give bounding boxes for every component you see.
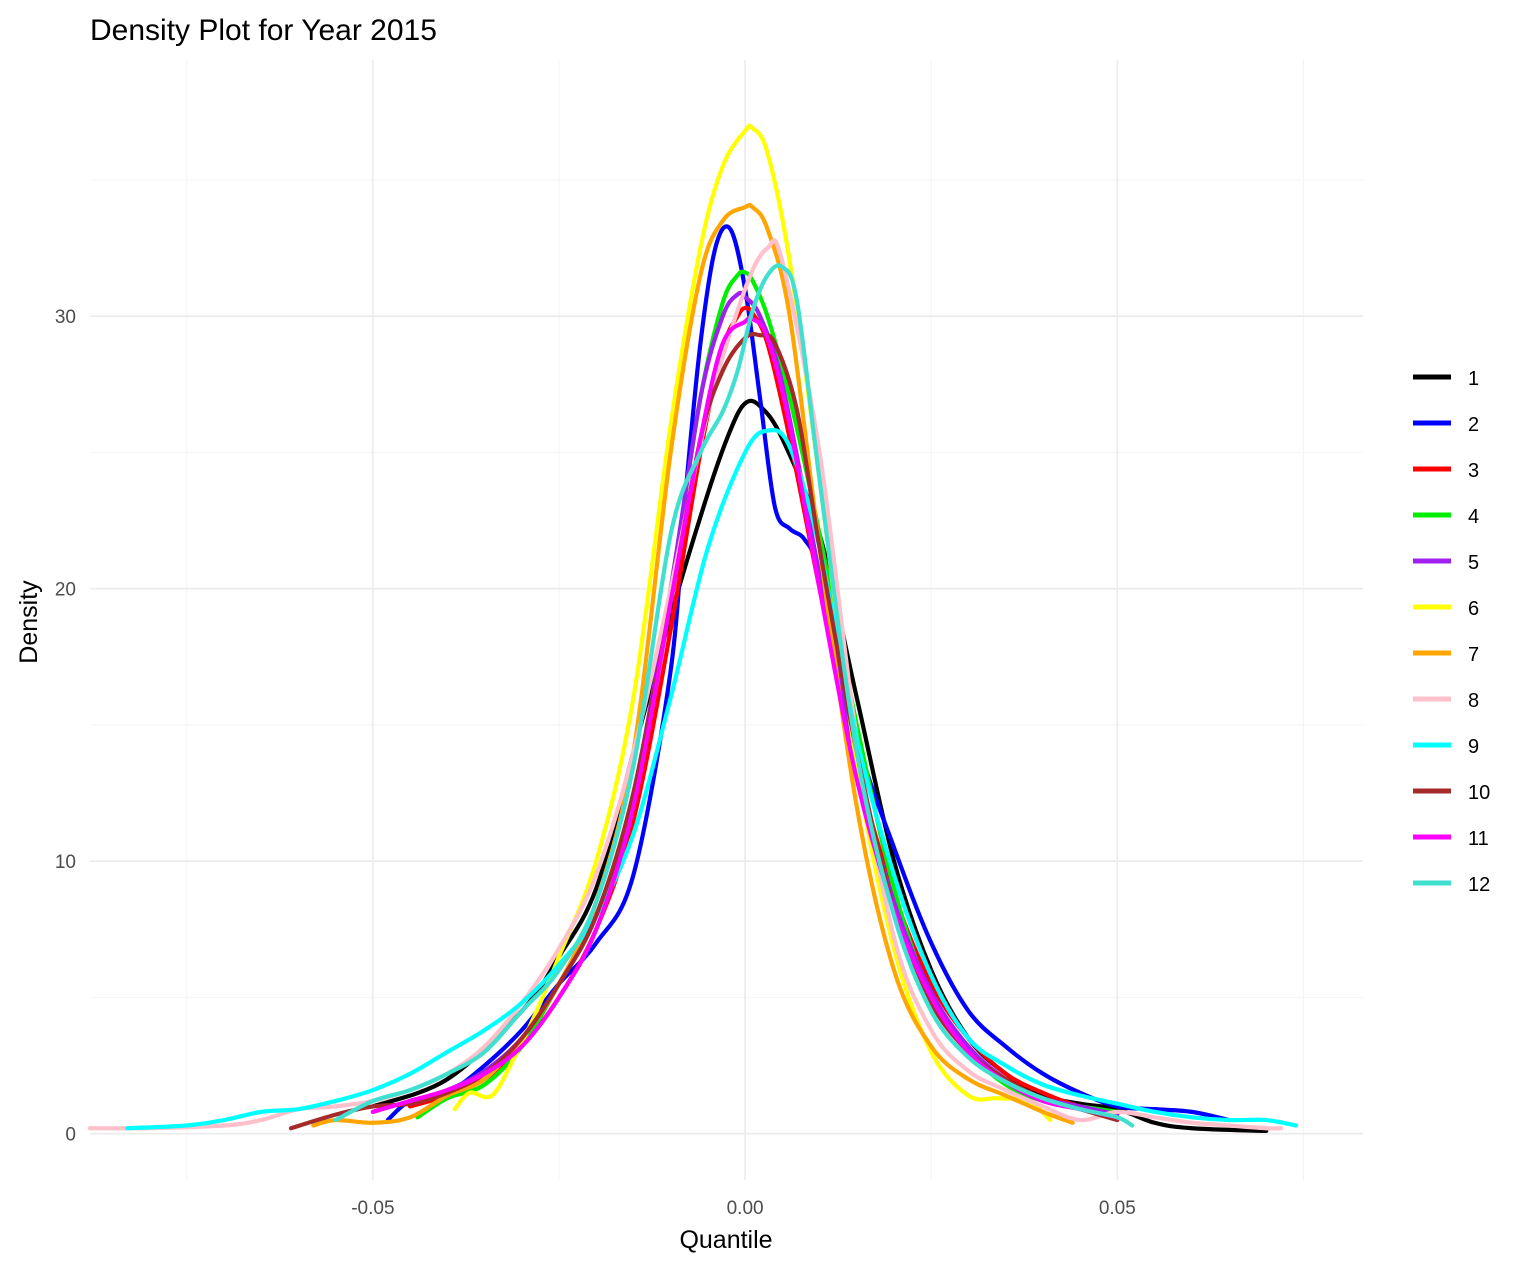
- density-line-7: [311, 202, 1075, 1128]
- y-tick-label: 30: [55, 307, 76, 328]
- legend-item-6: 6: [1413, 598, 1479, 620]
- legend-label: 1: [1468, 368, 1479, 390]
- density-line-12: [333, 263, 1135, 1128]
- legend-item-11: 11: [1413, 828, 1489, 850]
- density-line-10: [288, 331, 1120, 1131]
- legend-item-3: 3: [1413, 460, 1479, 482]
- x-tick-label: 0.05: [1099, 1198, 1136, 1219]
- legend-label: 4: [1468, 506, 1479, 528]
- y-tick-label: 10: [55, 852, 76, 873]
- density-line-2: [385, 224, 1232, 1123]
- legend-label: 7: [1468, 644, 1479, 666]
- legend-item-12: 12: [1413, 874, 1490, 896]
- legend-label: 5: [1468, 552, 1479, 574]
- density-line-9: [125, 427, 1299, 1131]
- chart-title: Density Plot for Year 2015: [90, 14, 437, 47]
- legend-item-8: 8: [1413, 690, 1479, 712]
- legend-label: 11: [1468, 828, 1489, 850]
- legend-label: 6: [1468, 598, 1479, 620]
- y-tick-label: 20: [55, 580, 76, 601]
- y-axis-ticks: 0 10 20 30: [55, 307, 76, 1146]
- density-line-4: [415, 269, 1120, 1120]
- legend-label: 12: [1468, 874, 1490, 896]
- legend-label: 9: [1468, 736, 1479, 758]
- legend-item-1: 1: [1413, 368, 1479, 390]
- legend-label: 8: [1468, 690, 1479, 712]
- y-axis-label: Density: [15, 580, 43, 664]
- legend-item-5: 5: [1413, 552, 1479, 574]
- grid: [90, 60, 1363, 1180]
- legend-item-9: 9: [1413, 736, 1479, 758]
- x-tick-label: -0.05: [351, 1198, 394, 1219]
- legend-item-4: 4: [1413, 506, 1479, 528]
- density-lines: [87, 123, 1299, 1134]
- x-axis-label: Quantile: [679, 1226, 772, 1254]
- y-tick-label: 0: [65, 1125, 76, 1146]
- legend-label: 10: [1468, 782, 1490, 804]
- legend-item-2: 2: [1413, 414, 1479, 436]
- density-line-8: [87, 238, 1284, 1131]
- legend-item-7: 7: [1413, 644, 1479, 666]
- x-tick-label: 0.00: [727, 1198, 764, 1219]
- legend-item-10: 10: [1413, 782, 1490, 804]
- x-axis-ticks: -0.05 0.00 0.05: [351, 1198, 1136, 1219]
- legend-label: 2: [1468, 414, 1479, 436]
- legend-label: 3: [1468, 460, 1479, 482]
